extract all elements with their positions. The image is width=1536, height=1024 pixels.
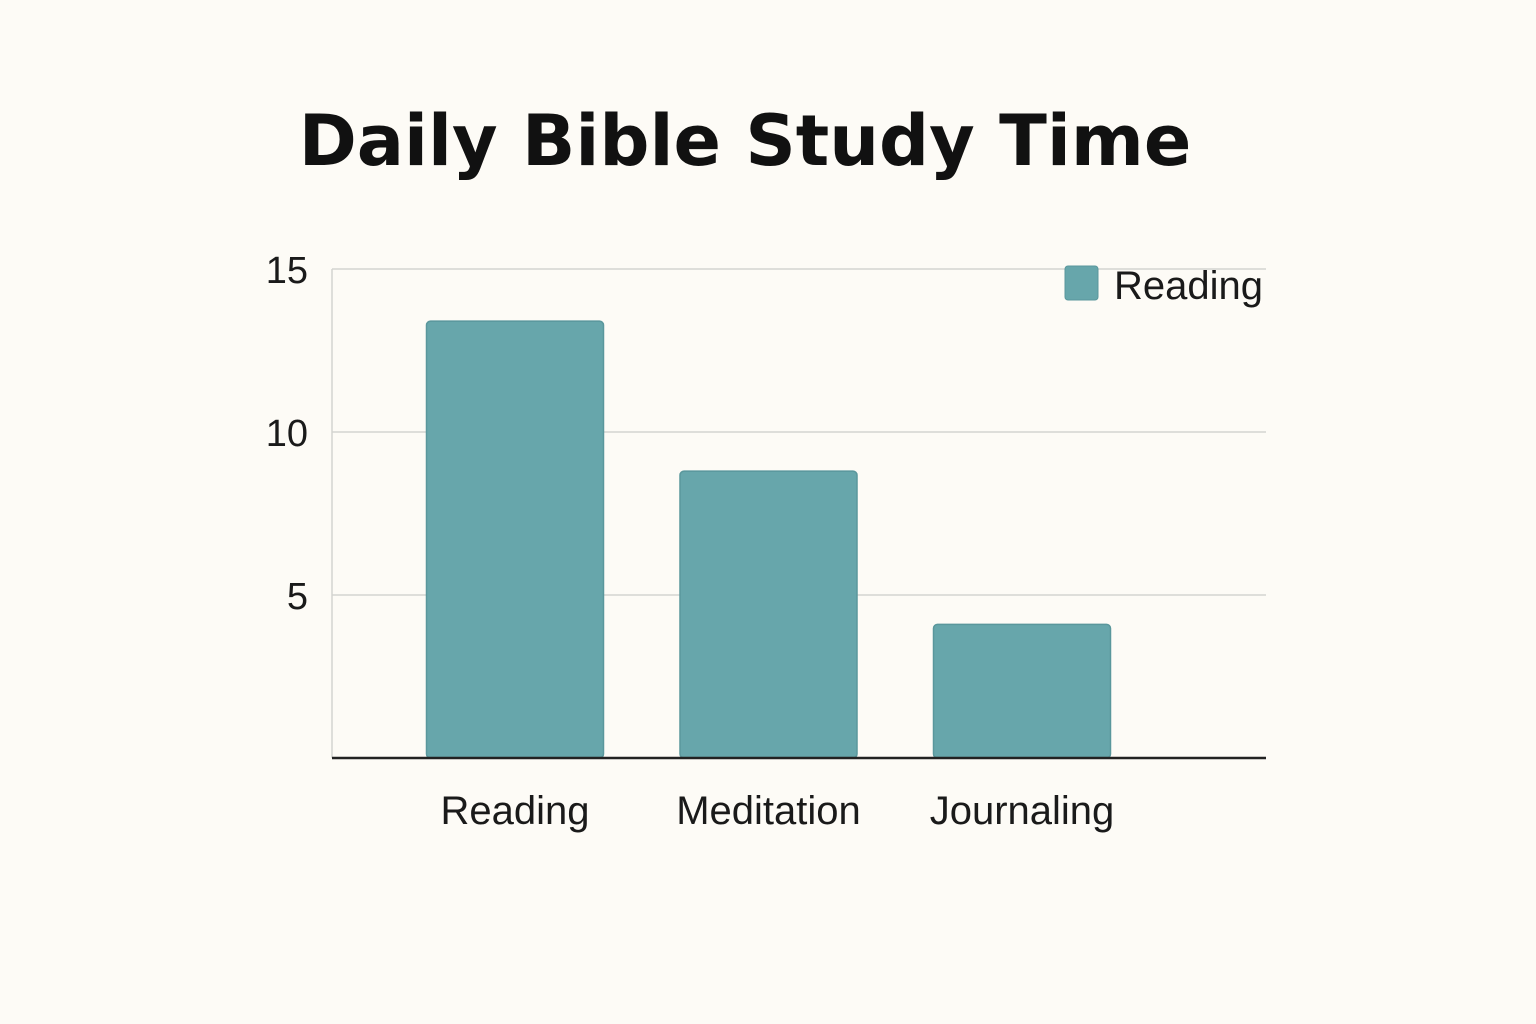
x-tick-label-meditation: Meditation (676, 789, 861, 833)
bar-meditation (679, 470, 858, 759)
bar-journaling (932, 623, 1112, 759)
x-tick-label-journaling: Journaling (930, 789, 1115, 833)
x-category-labels: Reading Meditation Journaling (440, 789, 1114, 833)
chart-title: Daily Bible Study Time (299, 100, 1192, 182)
y-tick-labels: 5 10 15 (266, 250, 308, 618)
y-tick-label-15: 15 (266, 250, 308, 292)
legend-swatch (1064, 265, 1099, 301)
y-tick-label-10: 10 (266, 413, 308, 455)
bars (425, 320, 1112, 759)
legend: Reading (1064, 264, 1263, 308)
x-tick-label-reading: Reading (440, 789, 589, 833)
bar-reading (425, 320, 605, 759)
legend-label: Reading (1114, 264, 1263, 308)
axes (331, 269, 1266, 760)
y-tick-label-5: 5 (287, 576, 308, 618)
